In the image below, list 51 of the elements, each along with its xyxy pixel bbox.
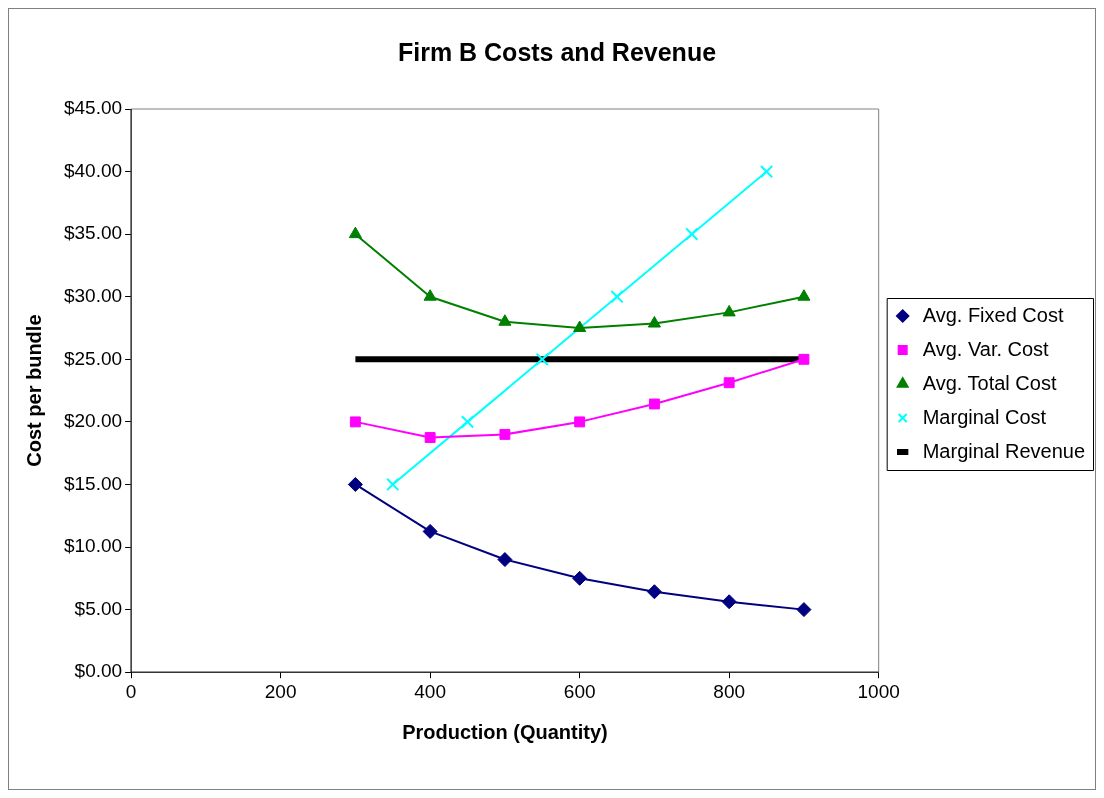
x-axis-title: Production (Quantity): [402, 720, 608, 743]
point: [646, 584, 662, 600]
chart-title: Firm B Costs and Revenue: [397, 37, 717, 66]
x-tick-label: 600: [563, 680, 596, 702]
point: [648, 398, 660, 410]
x-tick-label: 800: [713, 680, 746, 702]
point: [796, 602, 812, 618]
x-tick-label: 0: [125, 680, 137, 702]
point: [797, 289, 811, 301]
point: [424, 432, 436, 443]
point: [349, 416, 361, 428]
point: [759, 164, 774, 179]
point: [572, 570, 588, 586]
point: [460, 415, 475, 429]
point: [497, 552, 513, 568]
y-axis-title: Cost per bundle: [22, 314, 45, 467]
y-tick-label: $30.00: [63, 284, 123, 306]
y-tick-label: $0.00: [74, 660, 123, 682]
y-tick-label: $35.00: [63, 222, 123, 244]
legend-label: Avg. Total Cost: [922, 371, 1057, 394]
point: [535, 352, 549, 366]
point: [723, 377, 735, 389]
point: [348, 226, 362, 239]
legend-label: Marginal Cost: [922, 405, 1047, 428]
x-tick-label: 400: [414, 680, 446, 702]
legend-label: Avg. Var. Cost: [922, 337, 1050, 360]
point: [574, 416, 586, 428]
x-tick-label: 1000: [857, 680, 900, 702]
point: [386, 477, 400, 492]
y-tick-label: $40.00: [63, 159, 123, 181]
point: [610, 290, 624, 304]
legend-label: Avg. Fixed Cost: [922, 303, 1064, 326]
point: [499, 428, 511, 440]
point: [422, 523, 438, 539]
y-tick-label: $15.00: [63, 472, 123, 494]
point: [722, 304, 736, 317]
point: [647, 316, 661, 328]
point: [498, 314, 512, 326]
point: [423, 289, 437, 301]
legend-label: Marginal Revenue: [922, 439, 1086, 462]
point: [721, 594, 737, 610]
y-tick-label: $25.00: [63, 347, 123, 369]
y-tick-label: $10.00: [63, 535, 123, 557]
y-tick-label: $45.00: [63, 97, 123, 119]
point: [685, 227, 699, 241]
y-tick-label: $20.00: [63, 410, 123, 432]
x-tick-label: 200: [264, 680, 297, 702]
y-tick-label: $5.00: [74, 597, 123, 619]
point: [798, 353, 810, 365]
point: [347, 476, 363, 492]
point: [573, 320, 587, 333]
